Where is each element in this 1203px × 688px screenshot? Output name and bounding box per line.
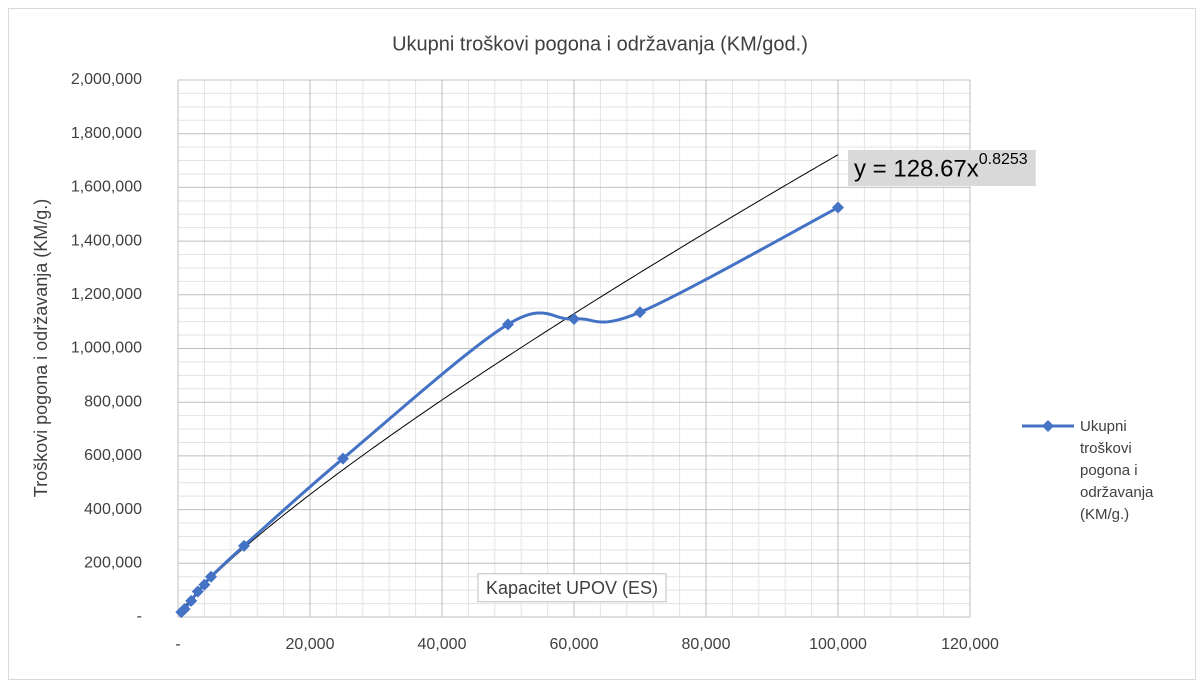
trendline-label-box [848,150,1036,186]
data-point [178,602,191,615]
chart-title: Ukupni troškovi pogona i održavanja (KM/… [392,33,808,55]
data-point [238,539,250,552]
data-point [191,585,204,598]
trendline [180,154,839,612]
x-tick-label: 80,000 [682,636,731,653]
y-tick-label: 1,200,000 [71,286,142,303]
y-tick-label: 800,000 [84,393,142,410]
trendline-label-exponent: 0.8253 [979,151,1028,168]
x-tick-label: 120,000 [941,636,999,653]
x-tick-label: 60,000 [550,636,599,653]
data-point [568,312,580,325]
y-tick-label: 1,000,000 [71,340,142,357]
legend-label: Ukupni troškovi pogona i održavanja (KM/… [1080,418,1154,523]
trendline-label: y = 128.67x [854,155,979,182]
y-tick-label: 2,000,000 [71,71,142,88]
y-tick-label: - [137,608,142,625]
y-tick-label: 200,000 [84,555,142,572]
y-tick-label: 400,000 [84,501,142,518]
x-tick-label: 100,000 [809,636,867,653]
data-point [502,318,514,331]
y-tick-label: 1,600,000 [71,179,142,196]
y-tick-label: 600,000 [84,447,142,464]
x-axis-label: Kapacitet UPOV (ES) [486,578,658,598]
legend-marker [1042,420,1054,432]
data-point [198,578,211,591]
y-tick-label: 1,800,000 [71,125,142,142]
x-tick-label: 20,000 [286,636,335,653]
x-tick-label: 40,000 [418,636,467,653]
data-point [634,306,646,319]
x-axis-label-box [477,573,667,603]
y-axis-label: Troškovi pogona i održavanja (KM/g.) [31,199,51,497]
x-tick-label: - [175,636,180,653]
data-point [185,594,198,607]
data-point [205,570,217,583]
data-point [337,452,349,465]
data-point [832,201,844,214]
y-tick-label: 1,400,000 [71,232,142,249]
